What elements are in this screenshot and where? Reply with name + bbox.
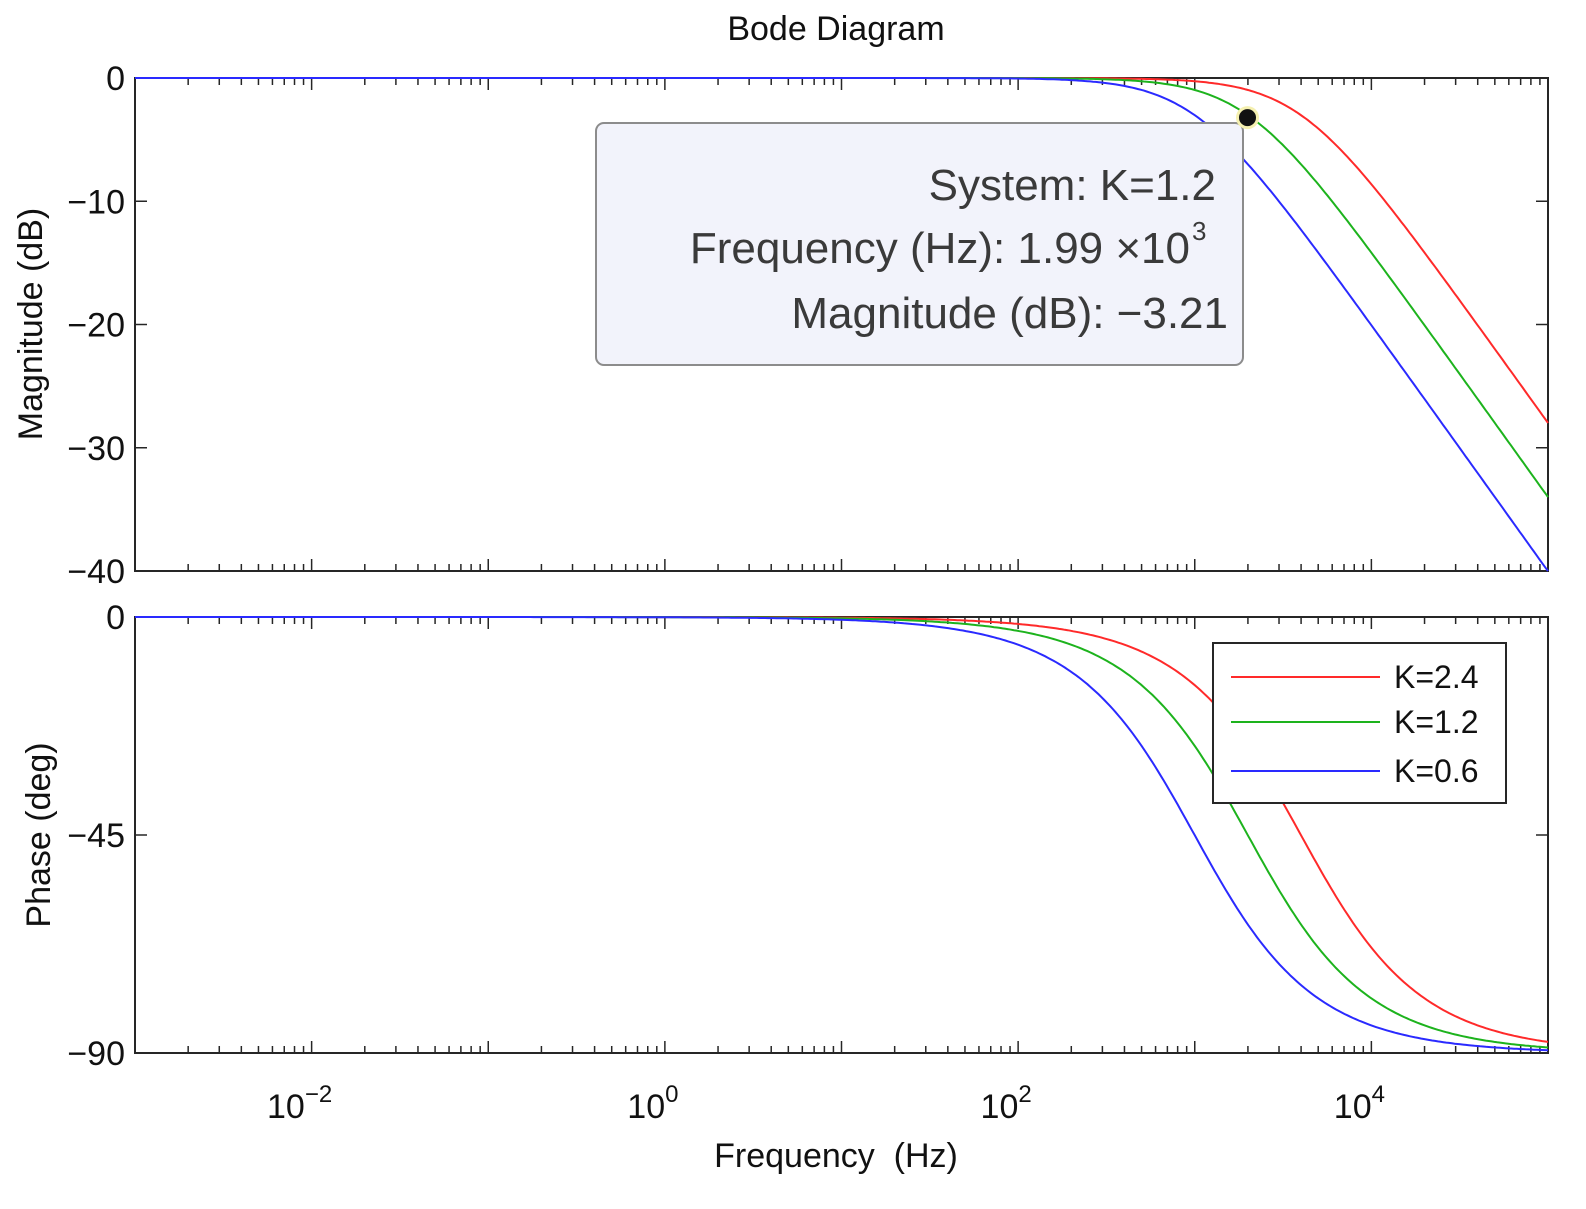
legend-label-k12: K=1.2 — [1394, 704, 1479, 740]
datatip-marker[interactable] — [1236, 106, 1259, 130]
magnitude-ticks: 0 −10 −20 −30 −40 — [67, 60, 1548, 591]
datatip[interactable]: System: K=1.2 Frequency (Hz): 1.99 ×10 3… — [595, 106, 1259, 366]
datatip-line-frequency: Frequency (Hz): 1.99 ×10 — [690, 224, 1190, 273]
legend-label-k06: K=0.6 — [1394, 753, 1479, 789]
magnitude-tick-label: −10 — [67, 183, 125, 221]
phase-tick-label: −45 — [67, 817, 125, 855]
datatip-frequency-text: Frequency (Hz): 1.99 ×10 — [690, 224, 1190, 273]
phase-axis-label: Phase (deg) — [20, 742, 58, 927]
phase-lines — [135, 616, 1549, 1052]
magnitude-tick-label: −30 — [67, 430, 125, 468]
datatip-frequency-exponent: 3 — [1192, 216, 1206, 246]
x-tick-label: 102 — [981, 1081, 1032, 1126]
datatip-line-system: System: K=1.2 — [929, 161, 1216, 210]
chart-title: Bode Diagram — [727, 10, 944, 48]
legend: K=2.4 K=1.2 K=0.6 — [1212, 642, 1507, 804]
phase-ticks: 0 −45 −90 — [67, 599, 1548, 1073]
phase-tick-label: 0 — [106, 599, 125, 637]
magnitude-axis-label: Magnitude (dB) — [12, 208, 50, 440]
x-tick-label: 10−2 — [267, 1081, 332, 1126]
magnitude-line-K=0.6 — [135, 77, 1549, 572]
magnitude-tick-label: −20 — [67, 307, 125, 345]
phase-line-K=0.6 — [135, 616, 1549, 1052]
magnitude-tick-label: −40 — [67, 553, 125, 591]
x-tick-labels: 10−2 100 102 104 — [267, 1081, 1385, 1126]
legend-label-k24: K=2.4 — [1394, 659, 1479, 695]
datatip-box — [595, 122, 1244, 366]
x-axis-label: Frequency (Hz) — [714, 1137, 958, 1175]
magnitude-tick-label: 0 — [106, 60, 125, 98]
x-tick-label: 100 — [627, 1081, 678, 1126]
phase-tick-label: −90 — [67, 1035, 125, 1073]
magnitude-lines — [135, 77, 1549, 572]
x-tick-label: 104 — [1334, 1081, 1385, 1126]
datatip-line-magnitude: Magnitude (dB): −3.21 — [791, 289, 1228, 338]
